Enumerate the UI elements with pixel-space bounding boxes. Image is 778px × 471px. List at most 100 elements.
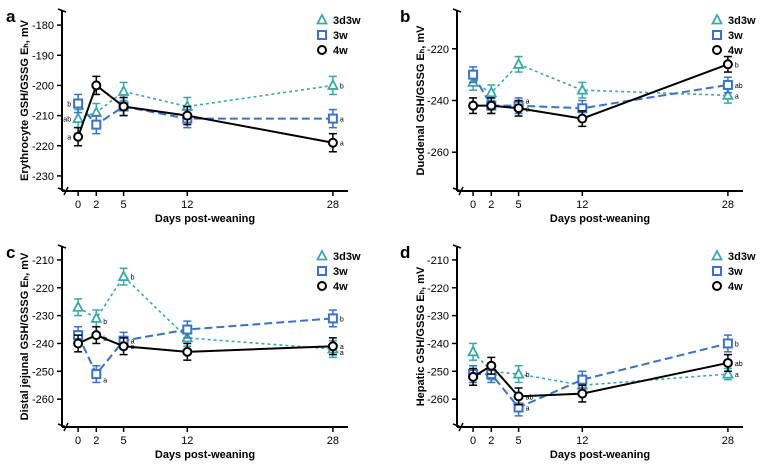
significance-letter: a bbox=[526, 99, 530, 106]
series-3d3w bbox=[72, 75, 339, 129]
data-point bbox=[468, 69, 479, 80]
significance-letter: b bbox=[340, 83, 344, 90]
legend-item-4w: 4w bbox=[712, 45, 743, 57]
series-3d3w bbox=[467, 55, 734, 104]
y-axis-break-top bbox=[57, 8, 67, 13]
series-3w bbox=[73, 93, 338, 135]
significance-letter: a bbox=[340, 350, 344, 357]
y-tick-label: -220 bbox=[32, 283, 54, 295]
legend-item-3w: 3w bbox=[317, 30, 348, 42]
y-tick-label: -220 bbox=[427, 283, 449, 295]
data-point bbox=[73, 131, 84, 142]
x-tick-label: 0 bbox=[75, 199, 81, 211]
data-point bbox=[117, 84, 130, 96]
data-point bbox=[327, 313, 338, 324]
legend-label: 4w bbox=[728, 281, 743, 293]
series-4w bbox=[73, 326, 338, 361]
data-point bbox=[72, 300, 85, 312]
data-point bbox=[118, 101, 129, 112]
data-point bbox=[722, 59, 733, 70]
significance-letter: a bbox=[340, 141, 344, 148]
data-point bbox=[72, 111, 85, 123]
data-point bbox=[90, 105, 103, 117]
data-point bbox=[91, 119, 102, 130]
panel-d: d -210 -220 -230 -240 -250 -260 0 2 5 12 28 Days pos… bbox=[400, 243, 756, 461]
significance-letter: b bbox=[735, 341, 739, 348]
data-point bbox=[512, 367, 525, 379]
x-tick-label: 0 bbox=[75, 435, 81, 447]
panel-a: a -180 -190 -200 -210 -220 -230 0 2 5 12 28 Days pos… bbox=[6, 7, 361, 225]
data-point bbox=[73, 98, 84, 109]
x-axis-label: Days post-weaning bbox=[550, 449, 650, 461]
legend-item-3d3w: 3d3w bbox=[316, 13, 361, 27]
data-point bbox=[327, 113, 338, 124]
x-tick-label: 28 bbox=[722, 199, 734, 211]
y-tick-label: -240 bbox=[427, 338, 449, 350]
legend-item-4w: 4w bbox=[317, 45, 348, 57]
data-point bbox=[577, 113, 588, 124]
y-axis-label: Hepatic GSH/GSSG Eₕ, mV bbox=[415, 266, 427, 406]
data-point bbox=[485, 85, 498, 98]
data-point bbox=[722, 79, 733, 90]
series-4w bbox=[73, 75, 338, 153]
x-tick-label: 0 bbox=[470, 199, 476, 211]
data-point bbox=[326, 78, 339, 90]
series-line-3w bbox=[77, 102, 333, 126]
series-3w bbox=[468, 334, 733, 417]
significance-letter: a bbox=[735, 372, 739, 379]
legend-marker bbox=[316, 249, 328, 261]
data-point bbox=[91, 369, 102, 380]
legend-marker bbox=[711, 13, 723, 25]
significance-letter: a bbox=[103, 378, 107, 385]
series-line-4w bbox=[472, 361, 729, 398]
x-tick-label: 12 bbox=[181, 435, 193, 447]
legend-item-3w: 3w bbox=[712, 30, 743, 42]
significance-letter: a bbox=[131, 344, 135, 351]
legend: 3d3w 3w 4w bbox=[316, 249, 361, 293]
legend-marker bbox=[317, 45, 327, 55]
y-tick-label: -240 bbox=[427, 96, 449, 108]
significance-letter: a bbox=[526, 406, 530, 413]
x-tick-label: 12 bbox=[576, 199, 588, 211]
y-tick-label: -210 bbox=[32, 111, 54, 123]
data-point bbox=[467, 344, 480, 357]
legend: 3d3w 3w 4w bbox=[711, 13, 756, 57]
y-tick-label: -240 bbox=[32, 338, 54, 350]
y-tick-label: -230 bbox=[427, 311, 449, 323]
data-point bbox=[90, 311, 103, 323]
x-tick-label: 0 bbox=[470, 435, 476, 447]
y-axis-label: Duodenal GSH/GSSG Eₕ, mV bbox=[415, 25, 427, 176]
x-tick-label: 28 bbox=[327, 199, 339, 211]
legend-marker bbox=[712, 266, 722, 276]
y-tick-label: -230 bbox=[32, 311, 54, 323]
x-tick-label: 2 bbox=[488, 435, 494, 447]
panel-letter: a bbox=[6, 7, 16, 26]
y-tick-label: -250 bbox=[427, 366, 449, 378]
data-point bbox=[577, 374, 588, 385]
y-tick-label: -260 bbox=[427, 394, 449, 406]
y-tick-label: -220 bbox=[427, 44, 449, 56]
x-axis-break bbox=[458, 186, 464, 196]
y-tick-label: -180 bbox=[32, 20, 54, 32]
legend-item-3w: 3w bbox=[317, 266, 348, 278]
y-tick-label: -250 bbox=[32, 366, 54, 378]
significance-letter: a bbox=[735, 93, 739, 100]
significance-letter: b bbox=[526, 372, 530, 379]
y-axis-break-top bbox=[452, 8, 462, 13]
legend-label: 4w bbox=[333, 45, 348, 57]
y-tick-label: -200 bbox=[32, 80, 54, 92]
legend-marker bbox=[712, 30, 722, 40]
data-point bbox=[722, 338, 733, 349]
y-axis-label: Distal jejunal GSH/GSSG Eₕ, mV bbox=[19, 252, 31, 420]
legend: 3d3w 3w 4w bbox=[711, 249, 756, 293]
legend-marker bbox=[712, 281, 722, 291]
series-line-3d3w bbox=[77, 84, 334, 120]
series-line-4w bbox=[77, 83, 334, 144]
legend-label: 3w bbox=[728, 30, 743, 42]
legend-item-3w: 3w bbox=[712, 266, 743, 278]
y-tick-label: -230 bbox=[32, 171, 54, 183]
legend-label: 3d3w bbox=[728, 251, 756, 263]
series-3w bbox=[468, 66, 733, 117]
